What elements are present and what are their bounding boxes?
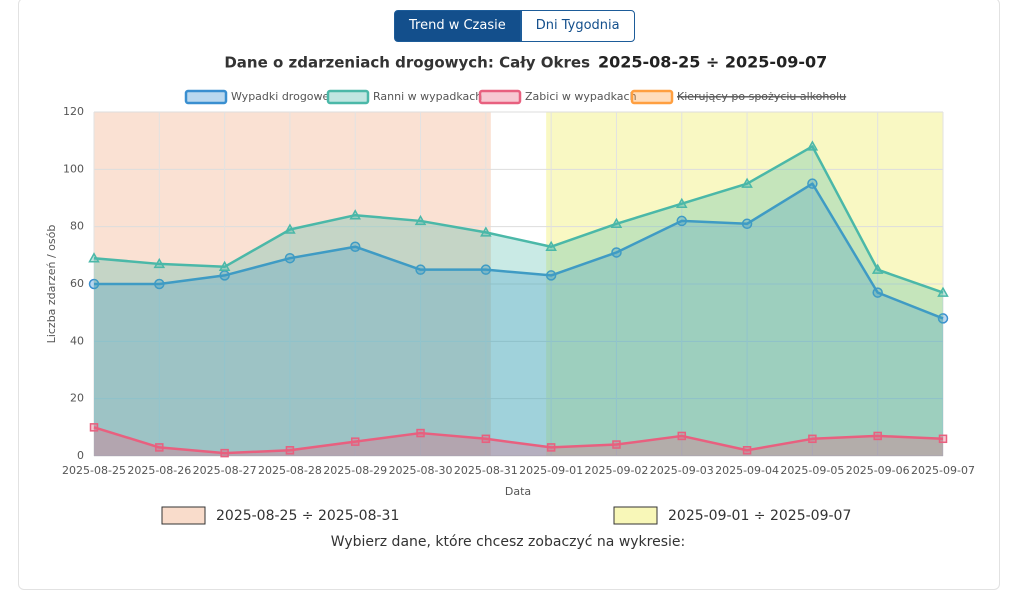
- point: [938, 434, 948, 444]
- legend-item[interactable]: Kierujący po spożyciu alkoholu: [630, 89, 847, 105]
- band-legend-label: 2025-09-01 ÷ 2025-09-07: [668, 508, 851, 524]
- y-axis-label: Liczba zdarzeń / osób: [45, 225, 58, 344]
- series-line: [93, 145, 944, 294]
- point: [220, 448, 229, 458]
- point: [807, 178, 818, 189]
- point: [872, 287, 883, 298]
- x-tick-label: 2025-08-29: [323, 464, 387, 477]
- point: [675, 197, 688, 208]
- chart-title: Dane o zdarzeniach drogowych: Cały Okres: [224, 54, 590, 72]
- legend-item[interactable]: Wypadki drogowe: [184, 89, 330, 105]
- band-legend-label: 2025-08-25 ÷ 2025-08-31: [216, 508, 399, 524]
- legend-swatch: [184, 89, 228, 105]
- point: [873, 431, 882, 441]
- tabs: Trend w Czasie Dni Tygodnia: [394, 10, 635, 42]
- series-area: [94, 183, 943, 456]
- x-tick-label: 2025-08-28: [258, 464, 322, 477]
- x-tick-label: 2025-08-26: [127, 464, 191, 477]
- point: [481, 434, 491, 444]
- x-tick-label: 2025-09-03: [650, 464, 714, 477]
- x-tick-label: 2025-08-30: [389, 464, 453, 477]
- page: Trend w Czasie Dni Tygodnia Dane o zdarz…: [18, 0, 1000, 590]
- x-tick-label: 2025-09-06: [846, 464, 910, 477]
- point: [349, 209, 362, 220]
- legend-item[interactable]: Zabici w wypadkach: [478, 89, 637, 105]
- legend-swatch: [326, 89, 370, 105]
- series-line: [94, 182, 944, 320]
- prompt: Wybierz dane, które chcesz zobaczyć na w…: [331, 534, 686, 550]
- point: [545, 240, 557, 251]
- point: [808, 434, 817, 444]
- point: [741, 177, 753, 188]
- y-tick-label: 0: [77, 449, 84, 462]
- point: [871, 263, 884, 274]
- point: [88, 252, 100, 263]
- band-legend-box: [613, 506, 658, 525]
- y-tick-label: 100: [63, 162, 84, 175]
- point: [414, 214, 427, 226]
- x-tick-label: 2025-08-27: [193, 464, 257, 477]
- chart-title-range: 2025-08-25 ÷ 2025-09-07: [598, 53, 827, 72]
- point: [88, 278, 100, 290]
- y-tick-label: 40: [70, 334, 84, 347]
- point: [676, 215, 688, 227]
- tab[interactable]: Dni Tygodnia: [520, 10, 635, 42]
- point: [612, 440, 621, 449]
- x-tick-label: 2025-08-31: [454, 464, 518, 477]
- point: [154, 278, 165, 290]
- y-tick-label: 20: [70, 392, 84, 405]
- point: [480, 264, 492, 275]
- point: [937, 313, 949, 324]
- x-tick-label: 2025-09-05: [780, 464, 844, 477]
- y-tick-label: 120: [63, 105, 84, 118]
- point: [284, 252, 296, 264]
- point: [610, 217, 623, 229]
- point: [677, 431, 687, 441]
- point: [480, 226, 492, 237]
- point: [285, 446, 295, 455]
- point: [416, 428, 425, 438]
- point: [89, 423, 99, 432]
- band-legend-box: [161, 506, 206, 525]
- point: [415, 264, 426, 275]
- point: [611, 247, 622, 258]
- legend-swatch: [478, 89, 522, 105]
- point: [155, 443, 164, 452]
- y-tick-label: 80: [70, 220, 84, 233]
- series-area: [94, 146, 943, 456]
- point: [806, 140, 819, 151]
- x-axis-label: Data: [505, 485, 531, 498]
- point: [545, 270, 557, 281]
- point: [741, 218, 753, 230]
- x-tick-label: 2025-09-07: [911, 464, 975, 477]
- point: [284, 223, 296, 234]
- series-line: [93, 426, 944, 455]
- tab[interactable]: Trend w Czasie: [394, 10, 521, 42]
- chart: Dane o zdarzeniach drogowych: Cały Okres…: [45, 53, 975, 551]
- point: [937, 286, 949, 297]
- y-tick-label: 60: [70, 277, 84, 290]
- x-tick-label: 2025-09-04: [715, 464, 779, 477]
- legend-label: Wypadki drogowe: [231, 90, 330, 103]
- legend-label: Ranni w wypadkach: [373, 90, 482, 103]
- point: [350, 437, 360, 446]
- x-tick-label: 2025-09-02: [584, 464, 648, 477]
- legend-label: Zabici w wypadkach: [525, 90, 637, 103]
- x-tick-label: 2025-09-01: [519, 464, 583, 477]
- point: [153, 257, 166, 269]
- x-tick-label: 2025-08-25: [62, 464, 126, 477]
- point: [546, 443, 556, 452]
- point: [742, 446, 752, 455]
- legend-swatch: [630, 89, 674, 105]
- point: [349, 241, 361, 252]
- legend-item[interactable]: Ranni w wypadkach: [326, 89, 482, 105]
- point: [218, 260, 231, 272]
